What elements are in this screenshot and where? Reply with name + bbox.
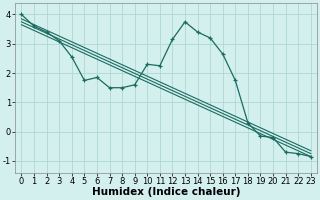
X-axis label: Humidex (Indice chaleur): Humidex (Indice chaleur) [92, 187, 240, 197]
